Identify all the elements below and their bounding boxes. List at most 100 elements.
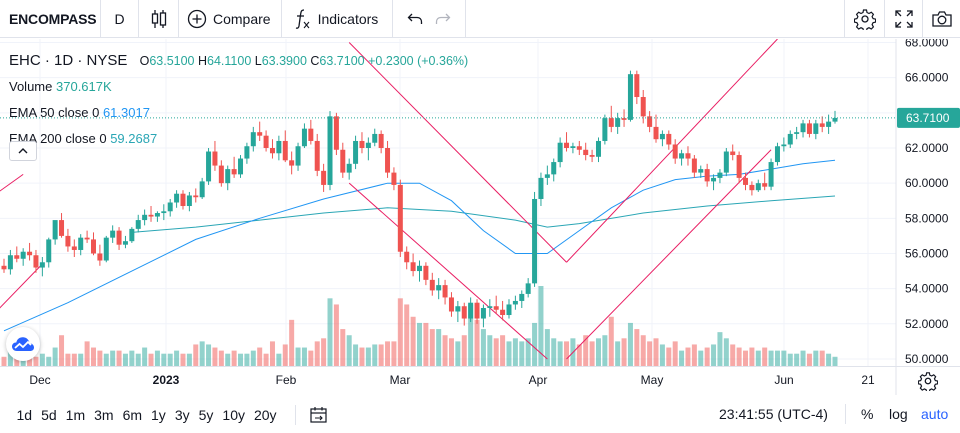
candle <box>116 227 122 250</box>
candle-body <box>193 195 199 198</box>
range-5y[interactable]: 5y <box>198 406 214 423</box>
volume-bar <box>110 350 116 366</box>
volume-bar <box>129 350 135 366</box>
candle <box>493 295 499 314</box>
range-3y[interactable]: 3y <box>174 406 190 423</box>
candle <box>570 142 576 154</box>
volume-bar <box>576 344 582 366</box>
candle <box>672 139 678 164</box>
symbol-search-button[interactable]: ENCOMPASS <box>0 0 101 38</box>
volume-bar <box>327 298 333 366</box>
ema200-legend-row[interactable]: EMA 200 close 0 59.2687 <box>9 126 468 152</box>
collapse-legend-button[interactable] <box>9 141 37 161</box>
candle-body <box>615 118 621 127</box>
interval-button[interactable]: D <box>101 0 139 38</box>
price-chart[interactable]: 68.000066.000064.000062.000060.000058.00… <box>0 39 960 366</box>
candle-body <box>250 132 256 147</box>
range-6m[interactable]: 6m <box>122 406 143 423</box>
range-20y[interactable]: 20y <box>253 406 277 423</box>
range-1y[interactable]: 1y <box>151 406 166 423</box>
candle-body <box>525 283 531 294</box>
volume-bar <box>730 344 736 366</box>
volume-legend-row[interactable]: Volume 370.617K <box>9 74 468 100</box>
low-label: L <box>254 54 262 68</box>
volume-bar <box>781 350 787 366</box>
screenshot-button[interactable] <box>922 0 960 38</box>
volume-bar <box>199 341 205 366</box>
range-1m[interactable]: 1m <box>65 406 86 423</box>
candle-body <box>186 195 192 207</box>
volume-bar <box>244 353 250 366</box>
candle <box>218 160 224 187</box>
undo-icon[interactable] <box>407 12 423 26</box>
candle <box>519 290 525 308</box>
tradingview-logo[interactable] <box>6 327 40 361</box>
volume-bar <box>46 356 52 366</box>
candle <box>487 299 493 317</box>
volume-bar <box>762 347 768 366</box>
candle <box>340 142 346 178</box>
axis-settings-icon[interactable] <box>918 371 938 391</box>
price-tick-label: 58.0000 <box>905 211 949 225</box>
volume-bar <box>691 344 697 366</box>
range-5d[interactable]: 5d <box>41 406 57 423</box>
undo-redo-group <box>393 0 467 38</box>
candle <box>276 135 282 161</box>
candle <box>762 172 768 191</box>
ema50-legend-row[interactable]: EMA 50 close 0 61.3017 <box>9 100 468 126</box>
candle <box>301 123 307 148</box>
last-price-tag <box>897 107 960 128</box>
candle-body <box>666 133 672 145</box>
volume-bar <box>436 329 442 366</box>
range-10y[interactable]: 10y <box>222 406 245 423</box>
candle-body <box>212 151 218 166</box>
candle-body <box>33 255 39 268</box>
gear-icon <box>853 9 876 30</box>
clock-timezone[interactable]: 23:41:55 (UTC-4) <box>719 406 828 422</box>
volume-bar <box>385 341 391 366</box>
settings-button[interactable] <box>844 0 884 38</box>
candle <box>65 228 71 252</box>
volume-bar <box>282 344 288 366</box>
range-3m[interactable]: 3m <box>94 406 114 423</box>
candle <box>806 119 812 138</box>
compare-label: Compare <box>213 10 271 27</box>
auto-toggle[interactable]: auto <box>921 406 949 422</box>
candle <box>653 114 659 143</box>
redo-icon[interactable] <box>435 12 451 26</box>
candle-body <box>135 220 141 229</box>
volume-bar <box>340 329 346 366</box>
candle <box>46 237 52 268</box>
indicators-button[interactable]: Indicators <box>282 0 394 38</box>
candle <box>180 190 186 210</box>
candle-body <box>602 118 608 141</box>
volume-bar <box>615 341 621 366</box>
volume-bar <box>52 347 58 366</box>
trend-line <box>0 173 24 192</box>
compare-button[interactable]: Compare <box>179 0 282 38</box>
candle-body <box>327 116 333 185</box>
trend-line <box>566 149 772 360</box>
candle <box>378 130 384 154</box>
chart-type-button[interactable] <box>139 0 179 38</box>
indicators-label: Indicators <box>317 10 379 27</box>
volume-bar <box>672 341 678 366</box>
candle-body <box>679 153 685 159</box>
percent-toggle[interactable]: % <box>861 406 874 422</box>
volume-bar <box>84 341 90 366</box>
candle-body <box>436 285 442 291</box>
volume-bar <box>289 319 295 366</box>
candle <box>314 133 320 177</box>
calendar-range-icon[interactable] <box>310 406 328 423</box>
log-toggle[interactable]: log <box>889 406 908 422</box>
volume-bar <box>743 350 749 366</box>
top-toolbar: ENCOMPASS D Compare Indicators <box>0 0 960 38</box>
fullscreen-button[interactable] <box>884 0 922 38</box>
candle-body <box>263 135 269 148</box>
range-1d[interactable]: 1d <box>16 406 33 423</box>
volume-bar <box>666 347 672 366</box>
candle <box>647 111 653 133</box>
candle <box>691 155 697 178</box>
time-axis[interactable]: Dec 2023 Feb Mar Apr May Jun 21 <box>0 367 960 395</box>
volume-bar <box>269 341 275 366</box>
